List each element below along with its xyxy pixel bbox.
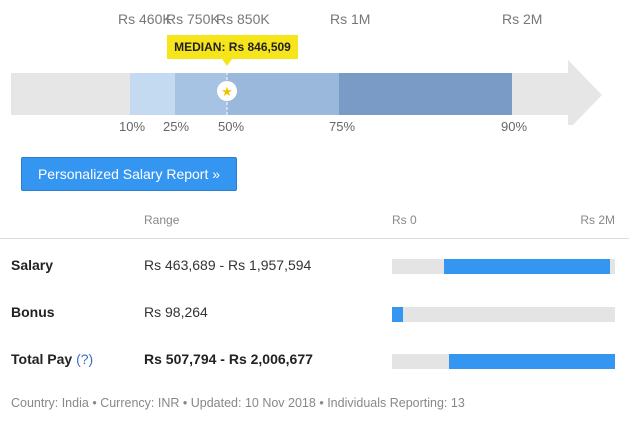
scale-min-label: Rs 0 [392,213,417,227]
percentile-90: 90% [501,119,528,134]
median-marker [217,81,237,101]
footer-country: Country: India [11,396,89,410]
footer-currency: Currency: INR [100,396,180,410]
footer-separator: • [182,396,188,410]
row-label-salary: Salary [11,257,54,273]
distribution-arrow: ★ [11,60,602,125]
band-p10-p25 [130,73,175,115]
median-tag: MEDIAN: Rs 846,509 [167,35,298,66]
salary-distribution: Rs 460K Rs 750K Rs 850K Rs 1M Rs 2M ★ ME… [0,0,629,150]
help-icon[interactable]: (?) [76,351,94,367]
personalized-salary-report-button[interactable]: Personalized Salary Report » [21,157,237,191]
range-bar-fill-total-pay [448,354,615,369]
row-label-bonus: Bonus [11,304,55,320]
band-p50-p75 [227,73,339,115]
tick-label-2m: Rs 2M [502,11,543,27]
tick-label-750k: Rs 750K [166,11,220,27]
range-bar-fill-salary [443,259,611,274]
tick-label-460k: Rs 460K [118,11,172,27]
band-p75-p90 [339,73,512,115]
range-bar-salary [392,259,615,274]
row-label-total-pay: Total Pay (?) [11,351,93,367]
table-divider [0,238,629,239]
footer-updated: Updated: 10 Nov 2018 [190,396,316,410]
footer-reporting: Individuals Reporting: 13 [327,396,465,410]
range-bar-bonus [392,307,615,322]
row-value-bonus: Rs 98,264 [144,304,208,320]
range-bar-fill-bonus [392,307,403,322]
footer-separator: • [92,396,97,410]
row-value-total-pay: Rs 507,794 - Rs 2,006,677 [144,351,313,367]
percentile-10: 10% [119,119,146,134]
tick-label-1m: Rs 1M [330,11,371,27]
percentile-50: 50% [218,119,245,134]
scale-max-label: Rs 2M [580,213,615,227]
median-star-icon: ★ [221,85,233,100]
range-bar-total-pay [392,354,615,369]
tick-label-850k: Rs 850K [216,11,270,27]
footer-separator: • [319,396,324,410]
row-value-salary: Rs 463,689 - Rs 1,957,594 [144,257,312,273]
column-header-range: Range [144,213,180,227]
percentile-25: 25% [163,119,190,134]
total-pay-label: Total Pay [11,351,73,367]
report-footer: Country: India • Currency: INR • Updated… [11,396,465,410]
percentile-75: 75% [329,119,356,134]
